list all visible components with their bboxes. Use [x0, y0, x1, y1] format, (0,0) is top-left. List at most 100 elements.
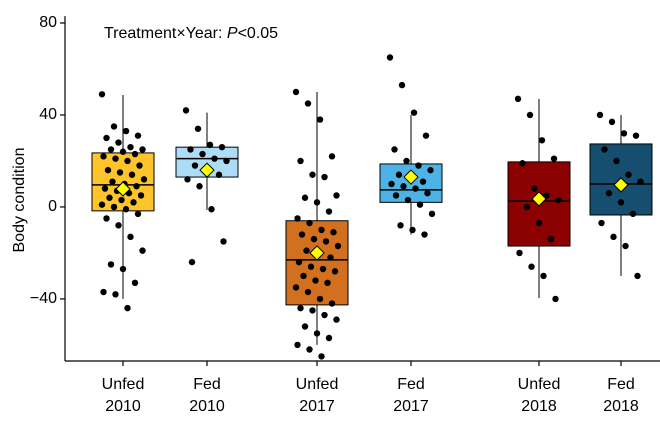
data-point — [395, 171, 403, 178]
data-point — [309, 171, 316, 178]
data-point — [140, 176, 148, 183]
data-point — [331, 268, 339, 275]
data-point — [392, 192, 400, 199]
data-point — [540, 272, 547, 280]
data-point — [294, 341, 301, 349]
data-point — [428, 210, 436, 218]
data-point — [118, 196, 125, 204]
data-point — [100, 153, 107, 160]
y-tick-label: 40 — [39, 106, 57, 123]
data-point — [415, 162, 422, 169]
mean-marker — [115, 181, 131, 197]
data-point — [116, 169, 124, 176]
data-point — [400, 183, 407, 190]
data-point — [119, 148, 127, 155]
data-point — [313, 199, 321, 206]
data-point — [617, 199, 625, 206]
data-point — [622, 242, 629, 250]
data-point — [199, 150, 206, 158]
data-point — [211, 155, 218, 162]
data-point — [613, 157, 620, 165]
data-point — [324, 279, 331, 287]
data-point — [610, 233, 617, 241]
data-point — [608, 118, 616, 126]
data-point — [325, 334, 333, 342]
data-point — [318, 353, 325, 360]
data-point — [104, 166, 112, 174]
data-point — [182, 107, 190, 114]
data-point — [596, 111, 604, 119]
data-point — [312, 277, 319, 284]
data-point — [130, 199, 137, 206]
data-point — [410, 109, 418, 116]
data-point — [316, 295, 324, 303]
data-point — [115, 222, 122, 229]
data-point — [206, 141, 214, 149]
data-point — [404, 196, 412, 204]
mean-marker — [403, 169, 419, 185]
data-point — [106, 194, 113, 201]
data-point — [388, 180, 395, 188]
data-point — [134, 210, 142, 218]
data-point — [421, 231, 428, 238]
data-point — [292, 88, 300, 96]
data-point — [419, 178, 427, 185]
annotation-value: <0.05 — [238, 25, 279, 42]
data-point — [188, 258, 196, 266]
data-point — [100, 288, 107, 296]
data-point — [119, 265, 127, 273]
data-point — [122, 206, 130, 213]
mean-marker — [531, 191, 547, 207]
data-point — [115, 139, 122, 146]
data-point — [550, 155, 558, 162]
data-point — [526, 111, 534, 119]
data-point — [629, 210, 637, 218]
data-point — [321, 311, 328, 319]
data-point — [110, 203, 118, 211]
data-point — [194, 125, 202, 132]
annotation-p: P — [227, 25, 238, 42]
data-point — [531, 185, 538, 192]
data-point — [127, 233, 134, 241]
data-point — [398, 81, 406, 89]
data-point — [318, 226, 325, 234]
x-tick-label: 2017 — [299, 398, 335, 415]
data-point — [601, 146, 608, 153]
data-point — [98, 201, 106, 208]
data-point — [310, 235, 318, 243]
data-point — [124, 304, 131, 312]
data-point — [319, 265, 327, 273]
x-tick-label: Fed — [607, 376, 635, 393]
data-point — [208, 206, 215, 213]
data-point — [516, 249, 523, 257]
mean-marker — [199, 162, 215, 178]
data-point — [424, 189, 431, 197]
data-point — [386, 54, 394, 61]
data-point — [523, 203, 531, 211]
x-tick-label: Unfed — [296, 376, 339, 393]
x-tick-label: 2017 — [393, 398, 429, 415]
data-point — [223, 157, 230, 165]
data-point — [109, 178, 116, 185]
data-point — [605, 189, 613, 197]
data-point — [397, 222, 404, 229]
data-point — [328, 300, 336, 307]
mean-marker — [309, 245, 325, 261]
data-point — [304, 288, 312, 296]
data-point — [334, 242, 342, 250]
data-point — [307, 263, 315, 270]
data-point — [632, 132, 640, 139]
mean-marker — [613, 177, 629, 193]
data-point — [514, 95, 522, 103]
annotation: Treatment×Year: P<0.05 — [104, 25, 278, 42]
data-point — [101, 185, 109, 192]
data-point — [298, 231, 306, 238]
data-point — [137, 192, 145, 199]
x-tick-label: Fed — [193, 376, 221, 393]
data-point — [134, 132, 142, 139]
data-point — [321, 173, 328, 181]
data-point — [543, 192, 550, 199]
y-tick-label: −40 — [30, 290, 57, 307]
data-point — [127, 143, 134, 151]
